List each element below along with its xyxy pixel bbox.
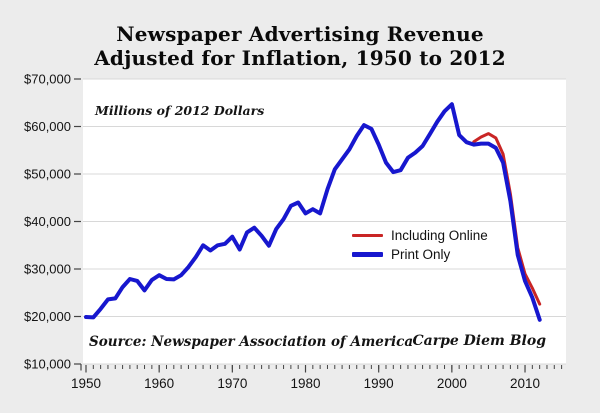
svg-text:$10,000: $10,000 xyxy=(24,357,71,372)
svg-text:$70,000: $70,000 xyxy=(24,72,71,87)
units-note: Millions of 2012 Dollars xyxy=(95,103,265,118)
svg-text:$30,000: $30,000 xyxy=(24,262,71,277)
chart-title-line2: Adjusted for Inflation, 1950 to 2012 xyxy=(94,46,506,70)
svg-text:1980: 1980 xyxy=(290,376,320,391)
svg-text:2000: 2000 xyxy=(437,376,467,391)
svg-text:1950: 1950 xyxy=(71,376,101,391)
svg-text:1990: 1990 xyxy=(364,376,394,391)
svg-text:$40,000: $40,000 xyxy=(24,214,71,229)
svg-text:2010: 2010 xyxy=(510,376,540,391)
legend-item-print-only: Print Only xyxy=(352,245,488,264)
chart-title: Newspaper Advertising Revenue Adjusted f… xyxy=(0,22,600,70)
legend-label-print-only: Print Only xyxy=(391,247,451,262)
legend-line-swatch-red xyxy=(352,234,383,237)
source-note: Source: Newspaper Association of America xyxy=(89,334,414,350)
legend-label-including-online: Including Online xyxy=(391,228,488,243)
legend-item-including-online: Including Online xyxy=(352,226,488,245)
svg-text:$60,000: $60,000 xyxy=(24,119,71,134)
svg-text:$50,000: $50,000 xyxy=(24,167,71,182)
svg-text:$20,000: $20,000 xyxy=(24,309,71,324)
legend: Including Online Print Only xyxy=(352,226,488,264)
credit-note: Carpe Diem Blog xyxy=(412,333,547,349)
svg-text:1960: 1960 xyxy=(144,376,174,391)
svg-text:1970: 1970 xyxy=(217,376,247,391)
chart-title-line1: Newspaper Advertising Revenue xyxy=(116,22,484,46)
legend-line-swatch-blue xyxy=(352,252,383,257)
